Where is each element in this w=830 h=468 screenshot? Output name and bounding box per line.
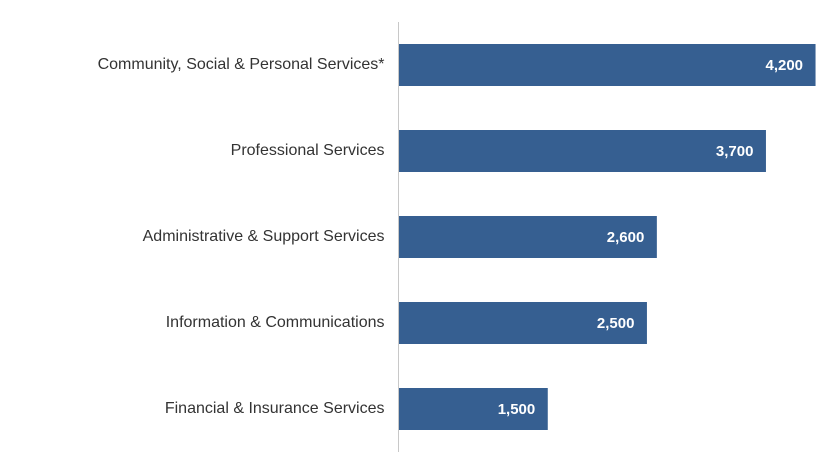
category-label-1: Community, Social & Personal Services* [98, 56, 385, 73]
category-label-4: Information & Communications [166, 314, 385, 331]
bar-2 [399, 130, 766, 172]
bar-1 [399, 44, 816, 86]
bar-4 [399, 302, 647, 344]
value-label-5: 1,500 [498, 401, 536, 418]
value-label-3: 2,600 [607, 229, 645, 246]
bars-group: Community, Social & Personal Services* 4,… [98, 44, 816, 430]
category-label-2: Professional Services [231, 142, 385, 159]
value-label-2: 3,700 [716, 143, 754, 160]
category-label-5: Financial & Insurance Services [165, 400, 385, 417]
category-label-3: Administrative & Support Services [143, 228, 385, 245]
value-label-4: 2,500 [597, 315, 635, 332]
value-label-1: 4,200 [765, 57, 803, 74]
bar-3 [399, 216, 657, 258]
bar-5 [399, 388, 548, 430]
